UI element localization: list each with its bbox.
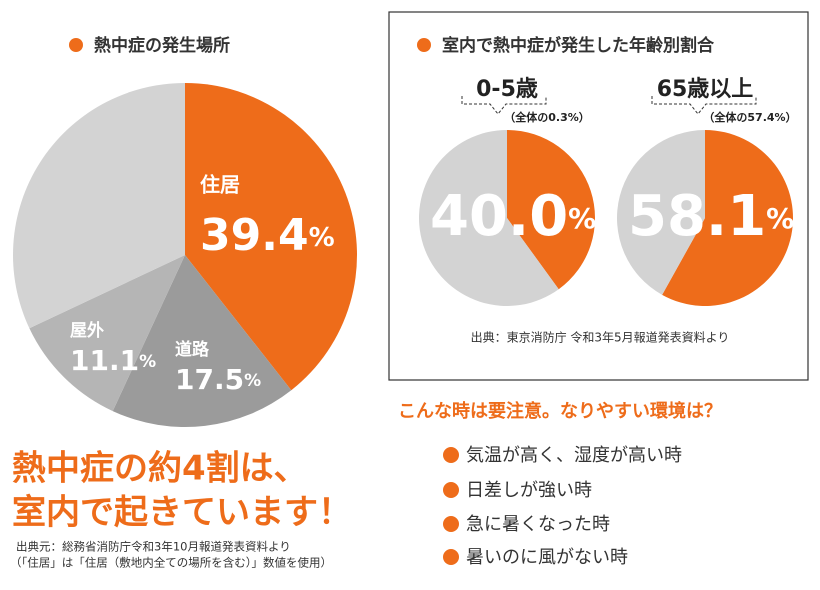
- unit: %: [568, 202, 596, 235]
- panel-border: [388, 11, 809, 381]
- slice-category: 住居: [200, 173, 240, 197]
- tip-item: 急に暑くなった時: [466, 514, 610, 535]
- value-label: 58.1: [628, 184, 766, 249]
- pie-title: 65歳以上: [657, 77, 754, 102]
- tip-item: 暑いのに風がない時: [466, 547, 628, 568]
- unit: %: [139, 352, 156, 372]
- slice-label: 58.1%: [628, 184, 794, 249]
- bullet: [443, 447, 459, 463]
- unit: %: [309, 223, 335, 253]
- bullet: [69, 38, 83, 52]
- tips-title: こんな時は要注意。なりやすい環境は？: [398, 400, 722, 422]
- value-label: 17.5: [175, 363, 244, 396]
- pie-slice: [112, 255, 292, 427]
- tip-item: 日差しが強い時: [466, 480, 592, 501]
- source: 出典元：総務省消防庁令和3年10月報道発表資料より: [16, 540, 291, 554]
- headline: 室内で起きています！: [12, 493, 352, 533]
- headline: 熱中症の約4割は、: [12, 449, 308, 489]
- chart-title: 熱中症の発生場所: [94, 35, 230, 56]
- unit: %: [244, 371, 261, 391]
- pie-slice: [507, 130, 596, 290]
- slice-category: 屋外: [70, 320, 104, 341]
- value-label: 11.1: [70, 344, 139, 377]
- bracket: [651, 96, 757, 115]
- slice-label: 40.0%: [430, 184, 596, 249]
- unit: %: [766, 202, 794, 235]
- annotation: （全体の57.4%）: [703, 110, 796, 124]
- bracket: [461, 96, 547, 115]
- pie-slice: [29, 255, 185, 412]
- annotation: （全体の0.3%）: [504, 110, 590, 124]
- slice-label: 39.4%: [200, 210, 335, 261]
- source: （「住居」は「住居（敷地内全ての場所を含む）」数値を使用）: [10, 556, 332, 570]
- source: 出典：東京消防庁 令和3年5月報道発表資料より: [471, 330, 730, 345]
- value-label: 40.0: [430, 184, 568, 249]
- pie-slice: [616, 130, 705, 295]
- slice-label: 11.1%: [70, 344, 156, 377]
- slice-label: 17.5%: [175, 363, 261, 396]
- pie-title: 0-5歳: [476, 77, 538, 102]
- bullet: [443, 516, 459, 532]
- pie-slice: [185, 83, 357, 391]
- pie-slice: [419, 130, 559, 306]
- pie-slice: [12, 83, 186, 329]
- bullet: [417, 38, 431, 52]
- bullet: [443, 482, 459, 498]
- value-label: 39.4: [200, 210, 309, 261]
- slice-category: 道路: [175, 339, 210, 360]
- pie-slice: [662, 130, 793, 306]
- tip-item: 気温が高く、湿度が高い時: [466, 445, 682, 466]
- section-title: 室内で熱中症が発生した年齢別割合: [442, 35, 715, 56]
- bullet: [443, 549, 459, 565]
